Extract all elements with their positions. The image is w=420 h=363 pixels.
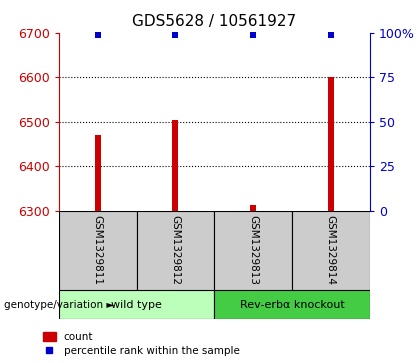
Text: wild type: wild type (111, 300, 162, 310)
Legend: count, percentile rank within the sample: count, percentile rank within the sample (43, 332, 240, 356)
Text: Rev-erbα knockout: Rev-erbα knockout (239, 300, 344, 310)
Bar (94, 135, 101, 211)
Bar (136, 211, 214, 290)
Text: genotype/variation ►: genotype/variation ► (4, 300, 115, 310)
Title: GDS5628 / 10561927: GDS5628 / 10561927 (132, 14, 296, 29)
Text: GSM1329814: GSM1329814 (326, 216, 336, 285)
Text: GSM1329811: GSM1329811 (93, 216, 102, 285)
Bar (172, 120, 178, 211)
Bar (59, 290, 214, 319)
Bar (214, 211, 292, 290)
Text: GSM1329812: GSM1329812 (171, 216, 180, 285)
Bar (214, 290, 370, 319)
Bar (250, 205, 256, 211)
Bar (328, 77, 334, 211)
Bar (292, 211, 370, 290)
Bar (59, 211, 136, 290)
Text: GSM1329813: GSM1329813 (248, 216, 258, 285)
